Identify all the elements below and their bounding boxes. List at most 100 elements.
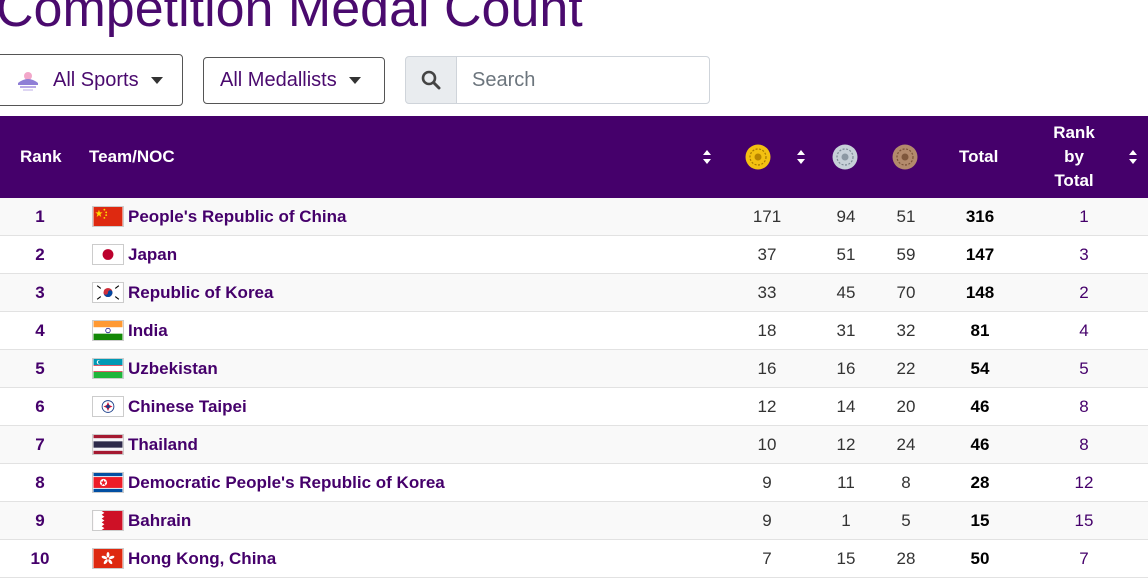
- team-link[interactable]: Chinese Taipei: [128, 397, 247, 416]
- team-link[interactable]: India: [128, 321, 168, 340]
- team-link[interactable]: Thailand: [128, 435, 198, 454]
- rank-cell: 8: [35, 473, 45, 492]
- filter-toolbar: All Sports All Medallists: [0, 54, 1148, 106]
- table-row: 6 Chinese Taipei 12 14 20 46 8: [0, 388, 1148, 426]
- silver-count: 16: [836, 359, 856, 378]
- rank-by-total-header[interactable]: Rank by Total: [1053, 123, 1095, 190]
- gold-count: 12: [757, 397, 777, 416]
- team-header[interactable]: Team/NOC: [89, 147, 175, 166]
- sort-icon[interactable]: [1129, 150, 1137, 164]
- rank-cell: 6: [35, 397, 45, 416]
- sports-dropdown[interactable]: All Sports: [0, 54, 183, 106]
- total-count: 148: [965, 283, 995, 302]
- rank-cell: 9: [35, 511, 45, 530]
- silver-count: 15: [836, 549, 856, 568]
- rank-by-total-cell: 4: [1079, 321, 1089, 340]
- silver-medal-icon[interactable]: [832, 144, 858, 170]
- search-button[interactable]: [405, 56, 457, 104]
- bronze-count: 51: [896, 207, 916, 226]
- rank-by-total-cell: 3: [1079, 245, 1089, 264]
- team-link[interactable]: Uzbekistan: [128, 359, 218, 378]
- team-link[interactable]: Republic of Korea: [128, 283, 274, 302]
- chinese-taipei-flag-icon: [92, 396, 124, 417]
- silver-count: 51: [836, 245, 856, 264]
- bronze-count: 59: [896, 245, 916, 264]
- rank-by-total-cell: 12: [1074, 473, 1094, 492]
- gold-count: 9: [762, 511, 772, 530]
- rank-by-total-cell: 15: [1074, 511, 1094, 530]
- search-icon: [421, 70, 441, 90]
- table-row: 8 Democratic People's Republic of Korea 9 1…: [0, 464, 1148, 502]
- team-link[interactable]: Democratic People's Republic of Korea: [128, 473, 445, 492]
- gold-count: 9: [762, 473, 772, 492]
- medallists-dropdown[interactable]: All Medallists: [203, 57, 385, 104]
- search-input[interactable]: [456, 56, 710, 104]
- sort-icon[interactable]: [797, 150, 805, 164]
- team-link[interactable]: Bahrain: [128, 511, 192, 530]
- team-link[interactable]: Japan: [128, 245, 178, 264]
- silver-count: 94: [836, 207, 856, 226]
- team-link[interactable]: Hong Kong, China: [128, 549, 277, 568]
- sports-dropdown-label: All Sports: [53, 68, 139, 91]
- table-row: 1 People's Republic of China 171 94 51 316 1: [0, 198, 1148, 236]
- silver-count: 12: [836, 435, 856, 454]
- chevron-down-icon: [150, 76, 163, 84]
- gold-count: 18: [757, 321, 777, 340]
- rank-cell: 10: [30, 549, 50, 568]
- rank-cell: 4: [35, 321, 45, 340]
- bronze-count: 20: [896, 397, 916, 416]
- team-link[interactable]: People's Republic of China: [128, 207, 347, 226]
- rank-by-total-cell: 2: [1079, 283, 1089, 302]
- medallists-dropdown-label: All Medallists: [220, 69, 337, 91]
- table-row: 10 Hong Kong, China 7 15 28 50 7: [0, 540, 1148, 578]
- bronze-count: 8: [901, 473, 911, 492]
- rank-by-total-cell: 1: [1079, 207, 1089, 226]
- gold-count: 37: [757, 245, 777, 264]
- gold-count: 7: [762, 549, 772, 568]
- rank-header[interactable]: Rank: [20, 147, 62, 166]
- bronze-medal-icon[interactable]: [892, 144, 918, 170]
- gold-medal-icon[interactable]: [745, 144, 771, 170]
- total-count: 81: [970, 321, 990, 340]
- gold-count: 33: [757, 283, 777, 302]
- hong-kong-flag-icon: [92, 548, 124, 569]
- bronze-count: 22: [896, 359, 916, 378]
- bronze-count: 24: [896, 435, 916, 454]
- table-row: 9 Bahrain 9 1 5 15 15: [0, 502, 1148, 540]
- gold-count: 171: [752, 207, 782, 226]
- korea-flag-icon: [92, 282, 124, 303]
- rank-cell: 1: [35, 207, 45, 226]
- total-count: 316: [965, 207, 995, 226]
- bronze-count: 28: [896, 549, 916, 568]
- japan-flag-icon: [92, 244, 124, 265]
- chevron-down-icon: [348, 77, 361, 84]
- rank-by-total-cell: 8: [1079, 397, 1089, 416]
- total-count: 50: [970, 549, 990, 568]
- table-row: 4 India 18 31 32 81 4: [0, 312, 1148, 350]
- medal-table-body: 1 People's Republic of China 171 94 51 316 1 2 J…: [0, 198, 1148, 578]
- rank-cell: 3: [35, 283, 45, 302]
- rank-by-total-cell: 8: [1079, 435, 1089, 454]
- bronze-count: 5: [901, 511, 911, 530]
- bahrain-flag-icon: [92, 510, 124, 531]
- search-group: [405, 56, 710, 104]
- sport-emblem-icon: [18, 72, 38, 91]
- bronze-count: 32: [896, 321, 916, 340]
- rank-cell: 7: [35, 435, 45, 454]
- rank-cell: 2: [35, 245, 45, 264]
- table-row: 3 Republic of Korea 33 45 70 148 2: [0, 274, 1148, 312]
- total-count: 15: [970, 511, 990, 530]
- gold-count: 10: [757, 435, 777, 454]
- china-flag-icon: [92, 206, 124, 227]
- india-flag-icon: [92, 320, 124, 341]
- bronze-count: 70: [896, 283, 916, 302]
- total-header[interactable]: Total: [959, 147, 999, 166]
- table-row: 7 Thailand 10 12 24 46 8: [0, 426, 1148, 464]
- total-count: 46: [970, 397, 990, 416]
- silver-count: 11: [837, 473, 855, 492]
- total-count: 28: [970, 473, 990, 492]
- silver-count: 14: [836, 397, 856, 416]
- gold-count: 16: [757, 359, 777, 378]
- sort-icon[interactable]: [703, 150, 711, 164]
- dprk-flag-icon: [92, 472, 124, 493]
